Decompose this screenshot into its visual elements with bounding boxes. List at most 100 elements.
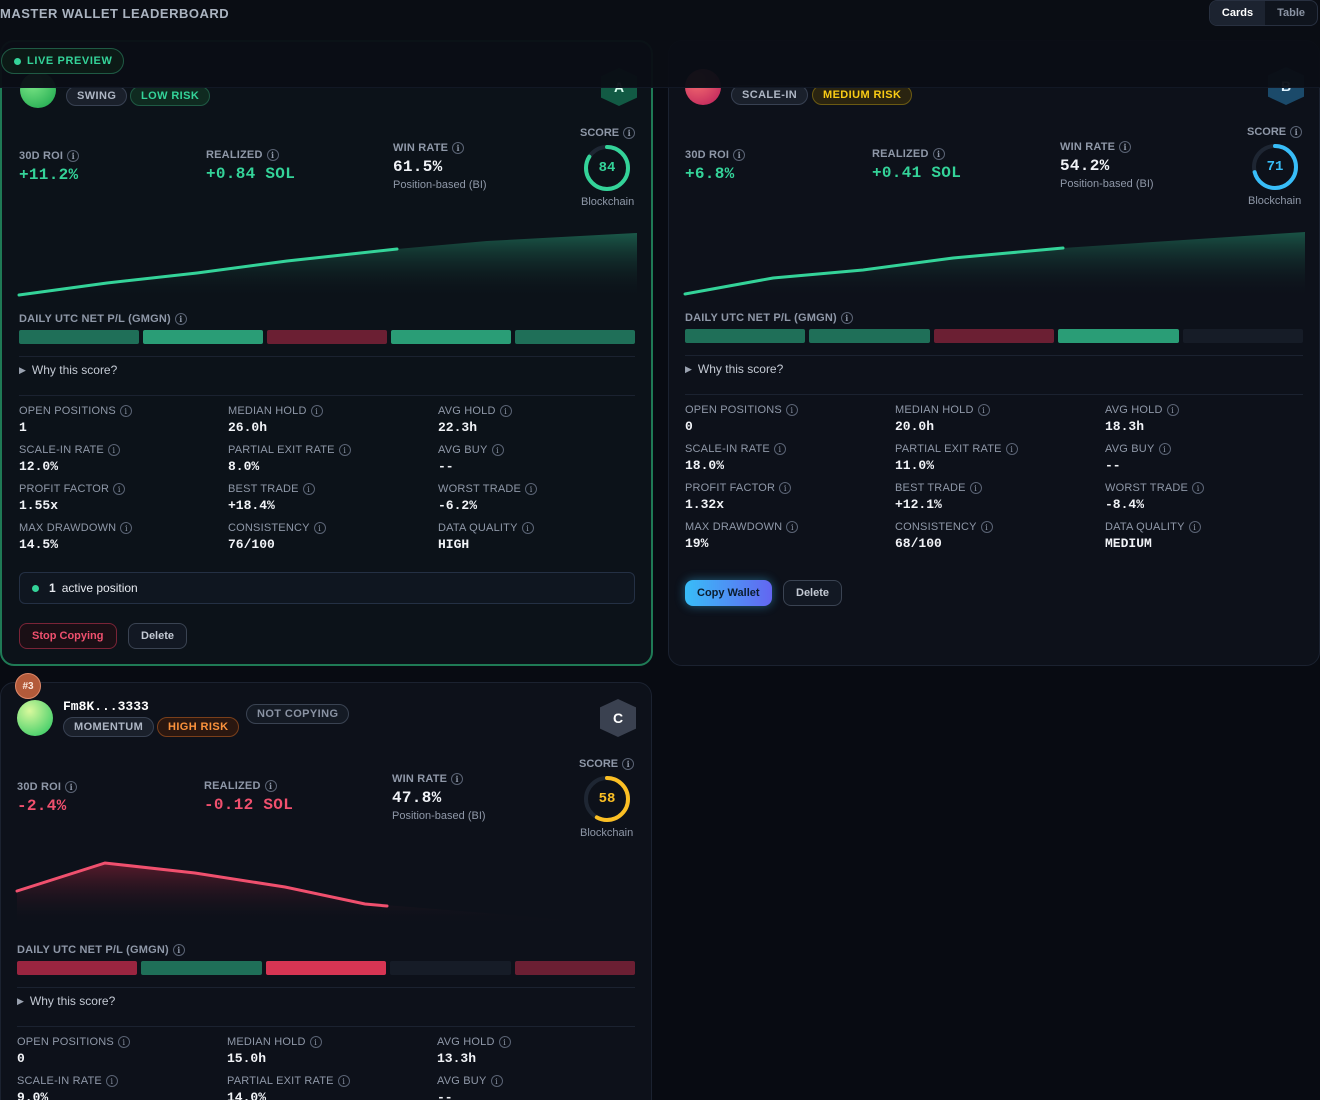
info-icon[interactable]: i: [120, 522, 133, 534]
info-icon[interactable]: i: [119, 405, 132, 417]
info-icon[interactable]: i: [105, 1075, 118, 1087]
pnl-bar: [933, 329, 1055, 343]
pnl-bar: [1182, 329, 1304, 343]
active-position-banner[interactable]: 1 active position: [19, 572, 635, 604]
info-icon[interactable]: i: [337, 1075, 350, 1087]
info-icon[interactable]: i: [499, 405, 512, 417]
realized-label: REALIZED i: [872, 148, 945, 160]
info-icon[interactable]: i: [932, 148, 945, 160]
open-positions-value: 1: [19, 420, 27, 435]
info-icon[interactable]: i: [313, 522, 326, 534]
avatar: [17, 700, 53, 736]
avg-hold-label: AVG HOLD i: [437, 1036, 511, 1048]
score-ring: 71: [1250, 142, 1300, 192]
roi-label: 30D ROI i: [685, 149, 746, 161]
info-icon[interactable]: i: [785, 404, 798, 416]
pnl-bar: [515, 330, 635, 344]
score-value: 84: [598, 160, 616, 176]
info-icon[interactable]: i: [65, 781, 78, 793]
wallet-address[interactable]: Fm8K...3333: [63, 699, 149, 714]
info-icon[interactable]: i: [969, 482, 982, 494]
win-rate-sub: Position-based (BI): [393, 179, 487, 191]
why-score-toggle[interactable]: ▶ Why this score?: [19, 363, 118, 377]
info-icon[interactable]: i: [107, 444, 120, 456]
scale-in-rate-label: SCALE-IN RATE i: [19, 444, 120, 456]
info-icon[interactable]: i: [338, 444, 351, 456]
info-icon[interactable]: i: [1005, 443, 1018, 455]
view-table-button[interactable]: Table: [1277, 7, 1305, 19]
info-icon[interactable]: i: [310, 405, 323, 417]
info-icon[interactable]: i: [1119, 141, 1132, 153]
info-icon[interactable]: i: [773, 443, 786, 455]
info-icon[interactable]: i: [117, 1036, 130, 1048]
info-icon[interactable]: i: [452, 142, 465, 154]
info-icon[interactable]: i: [490, 1075, 503, 1087]
win-rate-label: WIN RATE i: [1060, 141, 1132, 153]
info-icon[interactable]: i: [172, 944, 185, 956]
profit-factor-value: 1.32x: [685, 497, 725, 512]
pnl-bar: [17, 961, 138, 975]
max-drawdown-value: 19%: [685, 536, 709, 551]
info-icon[interactable]: i: [67, 150, 80, 162]
active-position-count: 1: [49, 581, 56, 595]
info-icon[interactable]: i: [491, 444, 504, 456]
info-icon[interactable]: i: [1290, 126, 1303, 138]
info-icon[interactable]: i: [451, 773, 464, 785]
info-icon[interactable]: i: [622, 758, 635, 770]
info-icon[interactable]: i: [1158, 443, 1171, 455]
delete-button[interactable]: Delete: [783, 580, 843, 606]
best-trade-value: +18.4%: [228, 498, 275, 513]
roi-label: 30D ROI i: [19, 150, 80, 162]
scale-in-rate-value: 18.0%: [685, 458, 725, 473]
info-icon[interactable]: i: [840, 312, 853, 324]
profit-factor-label: PROFIT FACTOR i: [19, 483, 126, 495]
live-dot: [14, 57, 21, 65]
info-icon[interactable]: i: [309, 1036, 322, 1048]
avg-buy-value: --: [437, 1090, 453, 1100]
info-icon[interactable]: i: [1188, 521, 1201, 533]
info-icon[interactable]: i: [779, 482, 792, 494]
info-icon[interactable]: i: [264, 780, 277, 792]
score-source: Blockchain: [1248, 195, 1302, 207]
why-score-toggle[interactable]: ▶ Why this score?: [17, 994, 116, 1008]
best-trade-label: BEST TRADE i: [228, 483, 315, 495]
consistency-value: 68/100: [895, 536, 942, 551]
realized-value: +0.41 SOL: [872, 164, 962, 182]
pnl-bar: [514, 961, 636, 975]
win-rate-sub: Position-based (BI): [1060, 178, 1154, 190]
info-icon[interactable]: i: [1166, 404, 1179, 416]
avg-hold-value: 13.3h: [437, 1051, 477, 1066]
info-icon[interactable]: i: [786, 521, 799, 533]
divider: [19, 356, 635, 357]
status-dot: [32, 584, 39, 592]
roi-sparkline: [15, 861, 575, 925]
daily-pnl-label: DAILY UTC NET P/L (GMGN) i: [19, 313, 187, 325]
why-score-toggle[interactable]: ▶ Why this score?: [685, 362, 784, 376]
info-icon[interactable]: i: [1192, 482, 1205, 494]
stop-copying-button[interactable]: Stop Copying: [19, 623, 117, 649]
best-trade-value: +12.1%: [895, 497, 942, 512]
delete-button[interactable]: Delete: [128, 623, 188, 649]
info-icon[interactable]: i: [266, 149, 279, 161]
info-icon[interactable]: i: [521, 522, 534, 534]
info-icon[interactable]: i: [113, 483, 126, 495]
style-tag: MOMENTUM: [63, 717, 155, 737]
info-icon[interactable]: i: [174, 313, 187, 325]
win-rate-value: 54.2%: [1060, 157, 1110, 175]
pnl-bar: [141, 961, 262, 975]
info-icon[interactable]: i: [623, 127, 636, 139]
roi-sparkline: [683, 232, 1305, 298]
info-icon[interactable]: i: [498, 1036, 511, 1048]
info-icon[interactable]: i: [977, 404, 990, 416]
copy-wallet-button[interactable]: Copy Wallet: [685, 580, 772, 606]
info-icon[interactable]: i: [302, 483, 315, 495]
view-cards-button[interactable]: Cards: [1209, 1, 1266, 25]
info-icon[interactable]: i: [733, 149, 746, 161]
chevron-right-icon: ▶: [685, 363, 692, 374]
median-hold-label: MEDIAN HOLD i: [895, 404, 990, 416]
daily-pnl-label: DAILY UTC NET P/L (GMGN) i: [17, 944, 185, 956]
info-icon[interactable]: i: [980, 521, 993, 533]
info-icon[interactable]: i: [525, 483, 538, 495]
pnl-bar: [19, 330, 139, 344]
